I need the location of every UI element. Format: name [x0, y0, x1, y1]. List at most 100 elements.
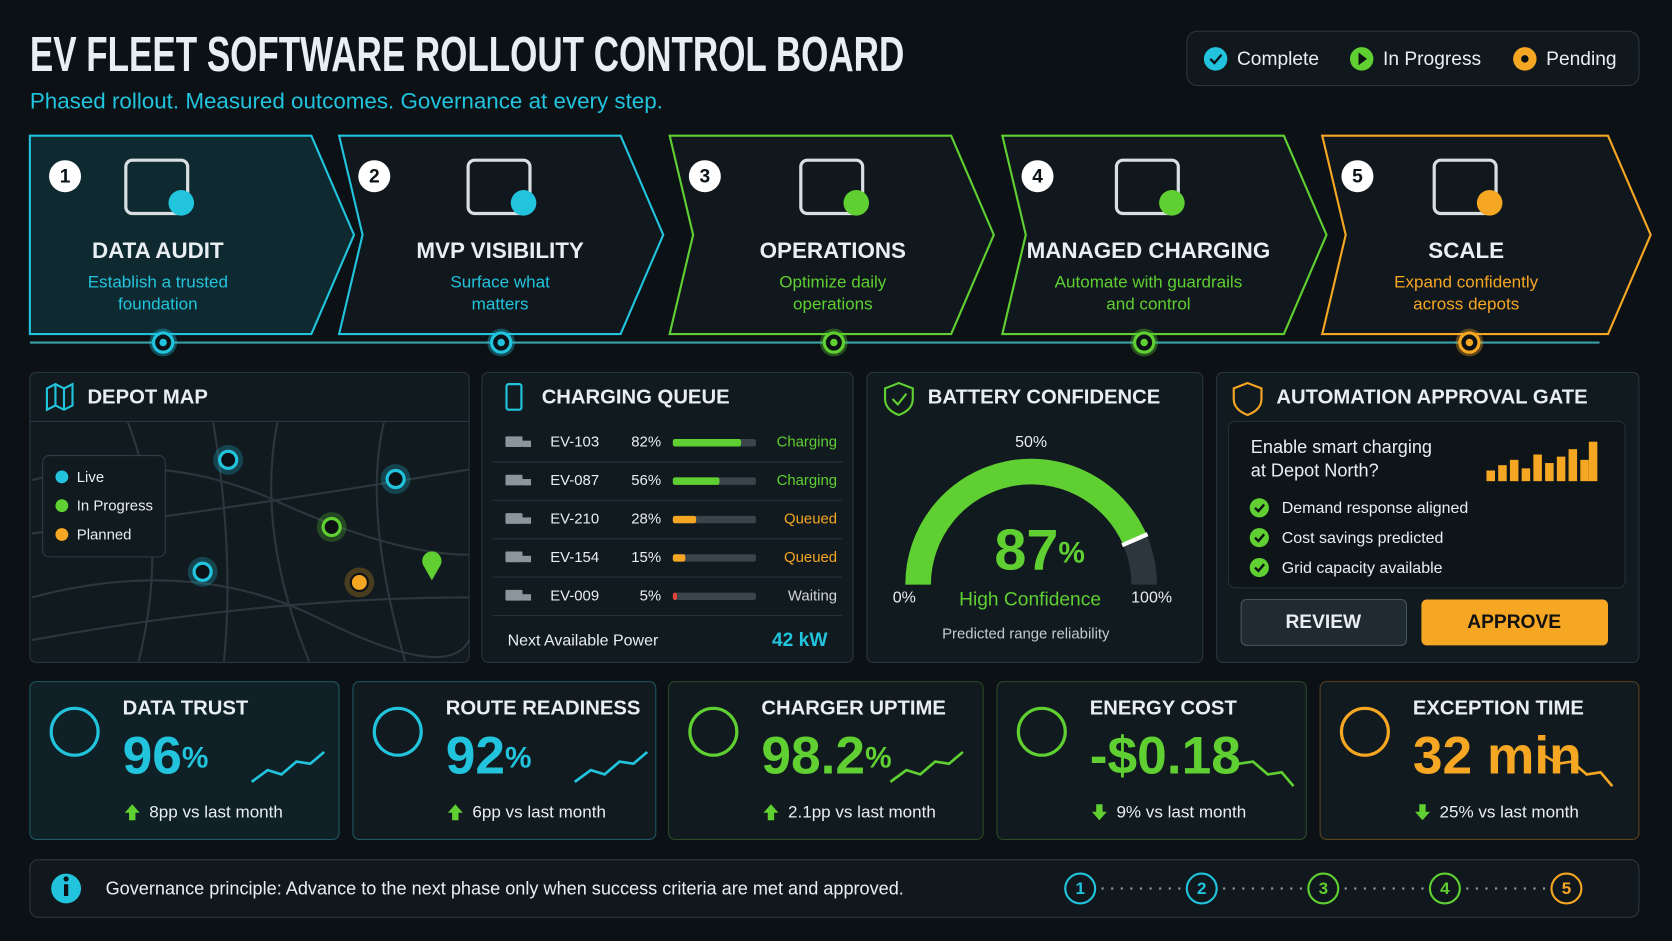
step-circle	[1428, 872, 1461, 905]
kpi-title: EXCEPTION TIME	[1413, 698, 1584, 720]
phase-description: matters	[472, 295, 529, 314]
phase-number: 2	[369, 166, 380, 187]
kpi-arrow	[1091, 804, 1107, 821]
phase-description: Surface what	[450, 272, 550, 291]
legend-label: Complete	[1237, 49, 1319, 70]
check-glyph	[1254, 503, 1266, 513]
gauge-status: High Confidence	[959, 590, 1101, 611]
truck-icon	[505, 436, 523, 448]
shield-icon	[1232, 381, 1263, 417]
charge-status: Charging	[777, 472, 838, 489]
map-legend-label: In Progress	[77, 498, 153, 515]
truck-icon	[522, 555, 532, 563]
kpi-arrow	[124, 804, 140, 821]
panel-title: AUTOMATION APPROVAL GATE	[1276, 386, 1587, 408]
map-icon	[45, 382, 74, 412]
charge-status: Queued	[784, 549, 837, 566]
phase-number: 1	[60, 166, 71, 187]
phase-title: DATA AUDIT	[92, 238, 224, 263]
kpi-delta: 9% vs last month	[1116, 802, 1246, 821]
truck-icon	[522, 479, 532, 486]
gauge-min-label: 0%	[893, 590, 916, 607]
phase-chevron	[28, 134, 356, 336]
phase-description: Establish a trusted	[88, 272, 228, 291]
phase-icon-accent	[1476, 190, 1503, 216]
kpi-arrow	[447, 804, 463, 821]
charge-track	[672, 592, 757, 601]
panel-title: CHARGING QUEUE	[542, 386, 730, 408]
map-legend-label: Planned	[77, 526, 132, 543]
charge-percent: 15%	[631, 549, 661, 566]
kpi-sparkline	[1541, 752, 1614, 787]
phase-icon	[1114, 158, 1180, 216]
phase-node-core	[159, 338, 167, 347]
kpi-value: 32 min	[1413, 727, 1582, 786]
truck-icon	[505, 474, 523, 486]
charge-bar	[672, 477, 720, 485]
legend-glyph	[1358, 52, 1368, 66]
approve-button[interactable]	[1421, 599, 1609, 646]
kpi-title: ENERGY COST	[1090, 698, 1238, 720]
gauge-mid-label: 50%	[1015, 434, 1047, 451]
gauge-arc	[905, 458, 1147, 585]
review-button[interactable]	[1240, 598, 1408, 646]
phase-chevron	[668, 134, 995, 336]
kpi-arrow	[1415, 804, 1430, 821]
kpi-delta: 6pp vs last month	[472, 802, 606, 821]
charge-status: Waiting	[788, 587, 837, 604]
phase-icon-accent	[168, 190, 195, 216]
truck-icon	[522, 440, 532, 448]
step-number: 1	[1075, 879, 1084, 898]
approve-button-label: APPROVE	[1467, 612, 1561, 633]
vehicle-id: EV-009	[550, 587, 599, 604]
phase-number: 4	[1032, 166, 1043, 187]
kpi-icon	[688, 706, 739, 757]
phase-chevron	[1000, 134, 1328, 336]
footer-value: 42 kW	[772, 630, 828, 651]
panel-title: DEPOT MAP	[87, 386, 207, 408]
phase-icon-accent	[510, 190, 537, 216]
map-markers	[187, 444, 442, 598]
map-legend-box	[42, 455, 166, 558]
step-circle	[1550, 872, 1583, 905]
vehicle-id: EV-103	[550, 434, 599, 451]
phase-number-badge	[49, 160, 82, 193]
map-legend-dot	[55, 528, 69, 541]
approval-check: Cost savings predicted	[1282, 530, 1444, 547]
kpi-title: CHARGER UPTIME	[761, 698, 946, 720]
phase-title: MANAGED CHARGING	[1027, 238, 1271, 263]
battery-panel	[866, 371, 1204, 663]
phase-description: foundation	[118, 295, 198, 314]
footer-label: Next Available Power	[508, 632, 659, 649]
map-legend-label: Live	[77, 469, 104, 486]
check-icon	[1203, 47, 1228, 71]
charge-bar	[672, 515, 697, 524]
kpi-card	[352, 681, 657, 840]
kpi-sparkline	[250, 750, 326, 783]
vehicle-id: EV-154	[550, 549, 599, 566]
footer-text: Governance principle: Advance to the nex…	[106, 878, 904, 898]
gauge-value: 87%	[994, 519, 1085, 583]
gauge-number: 87	[994, 519, 1058, 583]
vehicle-id: EV-210	[550, 510, 599, 527]
vehicle-id: EV-087	[550, 472, 599, 489]
phase-title: OPERATIONS	[760, 238, 906, 263]
kpi-arrow	[763, 804, 779, 821]
truck-icon	[505, 513, 523, 524]
phase-number-badge	[688, 160, 721, 193]
phase-number-badge	[1021, 160, 1054, 193]
kpi-icon	[1016, 706, 1067, 757]
kpi-icon	[372, 706, 423, 757]
truck-icon	[505, 589, 523, 601]
phase-chevron	[1320, 134, 1652, 336]
charge-percent: 82%	[631, 434, 661, 451]
approval-check: Demand response aligned	[1282, 500, 1469, 517]
kpi-number: 96	[123, 727, 182, 786]
kpi-title: DATA TRUST	[123, 698, 249, 720]
phase-description: Automate with guardrails	[1055, 272, 1243, 291]
phase-icon-accent	[1159, 190, 1185, 216]
kpi-unit: %	[865, 741, 892, 774]
kpi-delta: 8pp vs last month	[149, 802, 283, 821]
kpi-card	[29, 681, 340, 840]
